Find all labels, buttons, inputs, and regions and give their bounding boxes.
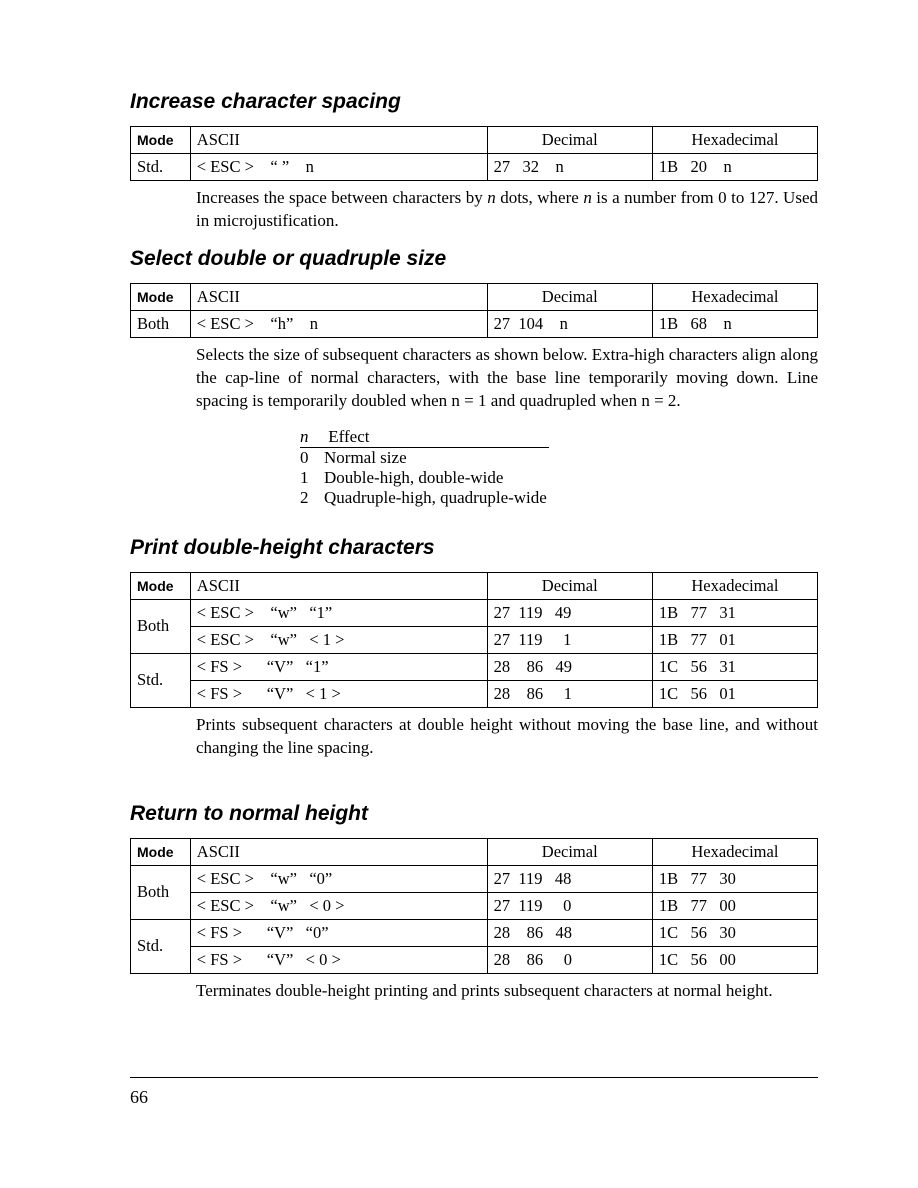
cell-decimal: 27 119 49 (487, 599, 652, 626)
effect-subtable: n Effect 0Normal size 1Double-high, doub… (300, 427, 818, 508)
cell-mode: Std. (131, 653, 191, 707)
cell-decimal: 28 86 0 (487, 946, 652, 973)
section-title-select-size: Select double or quadruple size (130, 247, 818, 271)
cell-ascii: < ESC > “w” < 0 > (190, 892, 487, 919)
cell-hex: 1C 56 00 (652, 946, 817, 973)
cell-mode: Both (131, 865, 191, 919)
cell-mode: Both (131, 599, 191, 653)
cell-ascii: < ESC > “w” < 1 > (190, 626, 487, 653)
cell-ascii: < ESC > “h” n (190, 310, 487, 337)
cell-ascii: < FS > “V” “0” (190, 919, 487, 946)
col-mode: Mode (131, 838, 191, 865)
cell-hex: 1C 56 30 (652, 919, 817, 946)
cell-decimal: 28 86 49 (487, 653, 652, 680)
col-mode: Mode (131, 283, 191, 310)
desc-increase-spacing: Increases the space between characters b… (196, 187, 818, 233)
subtable-header-n: n (300, 427, 324, 447)
cell-hex: 1B 77 30 (652, 865, 817, 892)
cell-hex: 1B 68 n (652, 310, 817, 337)
cell-ascii: < ESC > “w” “1” (190, 599, 487, 626)
cell-decimal: 27 104 n (487, 310, 652, 337)
section-title-increase-spacing: Increase character spacing (130, 90, 818, 114)
col-decimal: Decimal (487, 127, 652, 154)
cell-ascii: < ESC > “ ” n (190, 154, 487, 181)
cell-hex: 1C 56 31 (652, 653, 817, 680)
col-decimal: Decimal (487, 572, 652, 599)
cell-mode: Std. (131, 154, 191, 181)
subtable-header-effect: Effect (328, 427, 369, 446)
desc-double-height: Prints subsequent characters at double h… (196, 714, 818, 760)
col-decimal: Decimal (487, 838, 652, 865)
table-row: < ESC > “w” < 1 > 27 119 1 1B 77 01 (131, 626, 818, 653)
col-hex: Hexadecimal (652, 572, 817, 599)
table-row: Std. < ESC > “ ” n 27 32 n 1B 20 n (131, 154, 818, 181)
cell-mode: Std. (131, 919, 191, 973)
table-row: < ESC > “w” < 0 > 27 119 0 1B 77 00 (131, 892, 818, 919)
table-row: Both < ESC > “w” “1” 27 119 49 1B 77 31 (131, 599, 818, 626)
col-ascii: ASCII (190, 838, 487, 865)
table-row: Std. < FS > “V” “1” 28 86 49 1C 56 31 (131, 653, 818, 680)
table-normal-height: Mode ASCII Decimal Hexadecimal Both < ES… (130, 838, 818, 974)
col-hex: Hexadecimal (652, 127, 817, 154)
table-row: < FS > “V” < 0 > 28 86 0 1C 56 00 (131, 946, 818, 973)
cell-ascii: < ESC > “w” “0” (190, 865, 487, 892)
subtable-row: 1Double-high, double-wide (300, 468, 818, 488)
section-title-normal-height: Return to normal height (130, 802, 818, 826)
col-mode: Mode (131, 572, 191, 599)
cell-hex: 1B 20 n (652, 154, 817, 181)
table-row: Std. < FS > “V” “0” 28 86 48 1C 56 30 (131, 919, 818, 946)
cell-decimal: 28 86 48 (487, 919, 652, 946)
cell-ascii: < FS > “V” “1” (190, 653, 487, 680)
cell-ascii: < FS > “V” < 0 > (190, 946, 487, 973)
col-hex: Hexadecimal (652, 283, 817, 310)
desc-normal-height: Terminates double-height printing and pr… (196, 980, 818, 1003)
cell-hex: 1B 77 01 (652, 626, 817, 653)
col-mode: Mode (131, 127, 191, 154)
section-title-double-height: Print double-height characters (130, 536, 818, 560)
subtable-row: 2Quadruple-high, quadruple-wide (300, 488, 818, 508)
col-ascii: ASCII (190, 572, 487, 599)
desc-select-size: Selects the size of subsequent character… (196, 344, 818, 413)
col-ascii: ASCII (190, 283, 487, 310)
footer-rule (130, 1077, 818, 1078)
subtable-row: 0Normal size (300, 448, 818, 468)
cell-hex: 1C 56 01 (652, 680, 817, 707)
cell-decimal: 27 119 48 (487, 865, 652, 892)
table-row: < FS > “V” < 1 > 28 86 1 1C 56 01 (131, 680, 818, 707)
cell-mode: Both (131, 310, 191, 337)
col-ascii: ASCII (190, 127, 487, 154)
cell-hex: 1B 77 31 (652, 599, 817, 626)
cell-decimal: 27 32 n (487, 154, 652, 181)
table-row: Both < ESC > “h” n 27 104 n 1B 68 n (131, 310, 818, 337)
cell-decimal: 28 86 1 (487, 680, 652, 707)
col-hex: Hexadecimal (652, 838, 817, 865)
page: Increase character spacing Mode ASCII De… (0, 0, 918, 1188)
cell-decimal: 27 119 1 (487, 626, 652, 653)
table-increase-spacing: Mode ASCII Decimal Hexadecimal Std. < ES… (130, 126, 818, 181)
table-double-height: Mode ASCII Decimal Hexadecimal Both < ES… (130, 572, 818, 708)
cell-hex: 1B 77 00 (652, 892, 817, 919)
col-decimal: Decimal (487, 283, 652, 310)
page-number: 66 (130, 1087, 148, 1108)
cell-ascii: < FS > “V” < 1 > (190, 680, 487, 707)
cell-decimal: 27 119 0 (487, 892, 652, 919)
table-row: Both < ESC > “w” “0” 27 119 48 1B 77 30 (131, 865, 818, 892)
table-select-size: Mode ASCII Decimal Hexadecimal Both < ES… (130, 283, 818, 338)
